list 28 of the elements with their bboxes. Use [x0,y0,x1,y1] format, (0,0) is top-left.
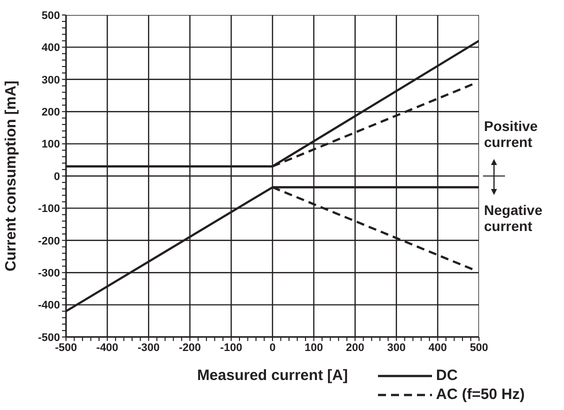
y-tick-label: -200 [38,235,60,248]
y-tick-label: -500 [38,332,60,344]
text: Negative current [484,202,544,234]
y-tick-label: -100 [38,203,60,216]
x-tick-label: 500 [470,342,488,354]
y-tick-label: 200 [42,106,60,119]
y-tick-label: 300 [42,74,60,86]
y-tick-label: -300 [38,268,60,280]
x-tick-label: 0 [269,342,276,354]
x-tick-label: -400 [96,342,118,354]
legend-label: DC [436,367,458,384]
x-tick-label: 300 [387,342,406,354]
x-tick-label: 200 [346,342,364,354]
y-tick-label: 400 [42,42,60,54]
x-tick-label: -300 [138,342,160,354]
y-tick-label: 100 [42,138,60,151]
x-axis-title: Measured current [A] [197,367,348,384]
y-tick-label: 0 [54,170,60,183]
y-tick-label: -400 [38,300,60,312]
y-axis-title: Current consumption [mA] [2,80,20,272]
text: Positive current [484,118,539,150]
x-tick-label: 400 [428,342,447,354]
y-tick-label: 500 [42,10,60,22]
x-tick-label: -200 [178,342,201,354]
x-tick-label: -100 [220,342,242,354]
x-tick-label: 100 [304,342,323,354]
legend-label: AC (f=50 Hz) [436,386,525,403]
x-tick-label: -500 [54,342,78,354]
